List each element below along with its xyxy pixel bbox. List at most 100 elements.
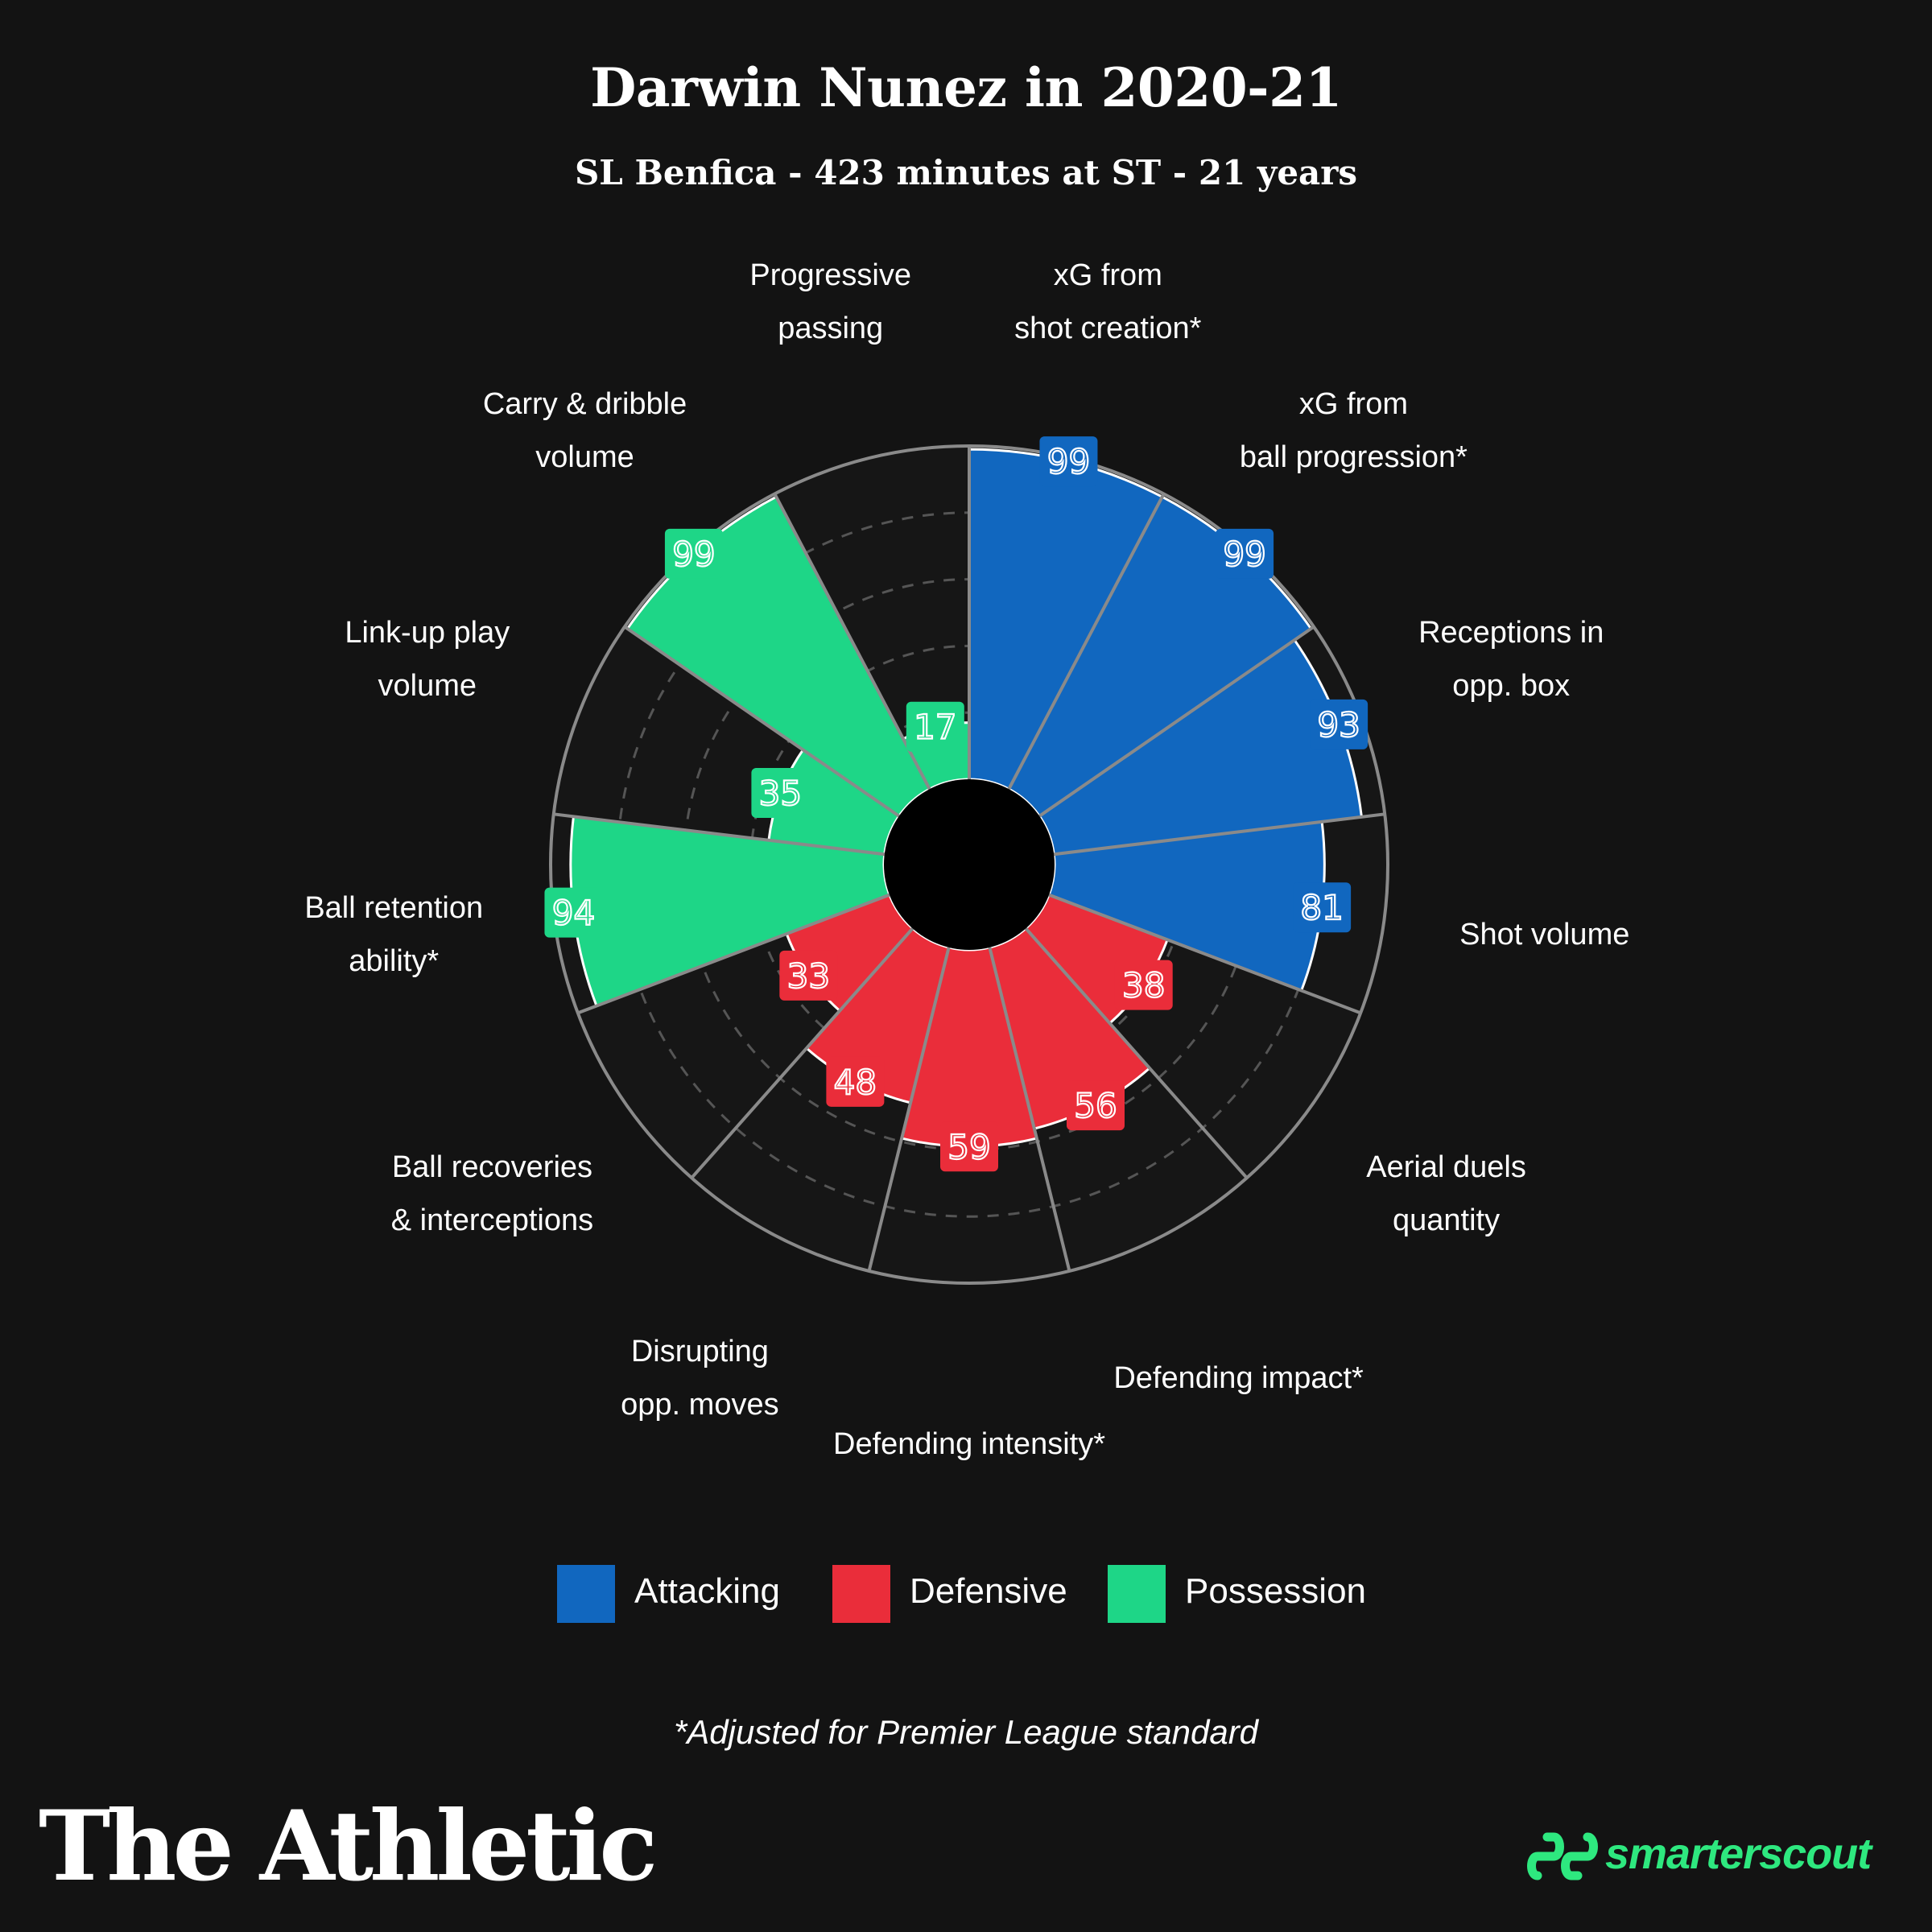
chart-title: Darwin Nunez in 2020-21 — [590, 56, 1342, 119]
value-label: 59 — [947, 1127, 990, 1166]
axis-label-2: Receptions in opp. box — [1334, 606, 1688, 712]
value-label: 33 — [787, 956, 830, 996]
value-badge-12: 17 — [906, 701, 964, 752]
axis-label-5: Defending impact* — [1062, 1352, 1416, 1405]
legend-swatch-attacking — [557, 1565, 615, 1623]
value-badge-6: 59 — [940, 1121, 998, 1172]
chart-subtitle: SL Benfica - 423 minutes at ST - 21 year… — [574, 153, 1358, 192]
axis-label-line: Ball retention — [304, 890, 484, 925]
spoke-7 — [867, 947, 951, 1272]
axis-label-line: volume — [378, 668, 477, 703]
axis-label-10: Link-up play volume — [250, 606, 605, 712]
axis-label-line: Aerial duels — [1366, 1150, 1526, 1184]
value-badge-bg — [826, 1056, 885, 1107]
value-label: 94 — [552, 894, 595, 933]
smarterscout-logo-icon — [1527, 1832, 1598, 1880]
value-badge-bg — [751, 768, 810, 819]
axis-label-1: xG from ball progression* — [1176, 378, 1530, 484]
axis-label-6: Defending intensity* — [792, 1418, 1146, 1471]
value-badge-0: 99 — [1039, 436, 1098, 487]
axis-label-line: Disrupting — [630, 1334, 769, 1368]
spoke-10 — [553, 812, 886, 857]
legend-label-defensive: Defensive — [910, 1571, 1067, 1611]
axis-label-line: quantity — [1393, 1203, 1501, 1237]
axis-label-line: Defending intensity* — [833, 1427, 1105, 1461]
value-badge-2: 93 — [1310, 699, 1368, 749]
spoke-3 — [1053, 812, 1385, 857]
axis-label-line: Receptions in — [1418, 615, 1604, 650]
value-badge-bg — [664, 528, 723, 579]
value-badge-1: 99 — [1216, 528, 1274, 579]
value-badge-8: 33 — [779, 950, 838, 1001]
axis-label-line: passing — [778, 311, 884, 345]
axis-label-line: opp. moves — [621, 1387, 779, 1422]
axis-label-line: shot creation* — [1014, 311, 1202, 345]
value-label: 48 — [834, 1063, 877, 1102]
legend: Attacking Defensive Possession — [0, 1565, 1932, 1623]
value-badge-bg — [1039, 436, 1098, 487]
value-label: 81 — [1300, 888, 1343, 927]
value-badge-bg — [940, 1121, 998, 1172]
smarterscout-logo: smarterscout — [1526, 1816, 1897, 1897]
legend-swatch-possession — [1108, 1565, 1166, 1623]
spoke-5 — [1024, 927, 1249, 1179]
value-badge-bg — [1310, 699, 1368, 749]
axis-label-line: & interceptions — [390, 1203, 594, 1237]
value-badge-bg — [1114, 960, 1173, 1010]
axis-label-12: Progressive passing — [654, 249, 1008, 355]
axis-label-line: volume — [535, 440, 634, 475]
value-badge-bg — [779, 950, 838, 1001]
axis-label-0: xG from shot creation* — [931, 249, 1285, 355]
value-badge-bg — [906, 701, 964, 752]
center-hole — [884, 779, 1055, 950]
axis-label-line: Progressive — [749, 258, 911, 292]
value-badge-bg — [544, 887, 603, 938]
axis-label-line: opp. box — [1452, 668, 1571, 703]
value-badge-bg — [1067, 1080, 1125, 1131]
axis-label-line: xG from — [1298, 387, 1408, 422]
axis-label-line: xG from — [1053, 258, 1162, 292]
legend-label-possession: Possession — [1185, 1571, 1367, 1611]
value-badge-10: 35 — [751, 768, 810, 819]
legend-swatch-defensive — [832, 1565, 890, 1623]
value-label: 17 — [914, 708, 956, 747]
axis-label-line: ability* — [349, 943, 440, 978]
value-label: 35 — [759, 774, 802, 813]
spoke-2 — [1038, 625, 1315, 818]
spoke-11 — [623, 625, 900, 818]
axis-label-line: Link-up play — [345, 615, 510, 650]
spoke-9 — [577, 893, 890, 1015]
spoke-12 — [773, 493, 931, 791]
spoke-1 — [1007, 493, 1166, 791]
value-label: 99 — [1047, 442, 1090, 481]
axis-label-line: Shot volume — [1459, 917, 1630, 952]
axis-label-line: Defending impact* — [1113, 1360, 1364, 1395]
value-badge-11: 99 — [664, 528, 723, 579]
spoke-4 — [1048, 893, 1361, 1015]
value-badge-bg — [1216, 528, 1274, 579]
footnote: *Adjusted for Premier League standard — [673, 1713, 1259, 1751]
value-badge-5: 56 — [1067, 1080, 1125, 1131]
value-label: 99 — [1223, 535, 1265, 574]
the-athletic-logo: The Athletic — [39, 1790, 658, 1903]
value-badge-3: 81 — [1293, 882, 1352, 933]
smarterscout-wordmark: smarterscout — [1605, 1830, 1872, 1878]
axis-label-7: Disrupting opp. moves — [522, 1325, 877, 1431]
axis-label-line: ball progression* — [1239, 440, 1468, 475]
axis-label-3: Shot volume — [1368, 908, 1722, 961]
value-label: 99 — [672, 535, 715, 574]
axis-label-9: Ball retention ability* — [217, 881, 571, 988]
value-label: 38 — [1122, 966, 1165, 1005]
value-label: 93 — [1317, 705, 1360, 745]
spoke-6 — [988, 947, 1071, 1272]
value-badge-4: 38 — [1114, 960, 1173, 1010]
axis-label-4: Aerial duels quantity — [1269, 1141, 1624, 1247]
axis-label-line: Carry & dribble — [482, 387, 687, 422]
axis-label-11: Carry & dribble volume — [408, 378, 762, 484]
value-label: 56 — [1074, 1086, 1117, 1125]
value-badge-9: 94 — [544, 887, 603, 938]
legend-label-attacking: Attacking — [634, 1571, 780, 1611]
axis-label-line: Ball recoveries — [391, 1150, 593, 1184]
axis-label-8: Ball recoveries & interceptions — [315, 1141, 669, 1247]
